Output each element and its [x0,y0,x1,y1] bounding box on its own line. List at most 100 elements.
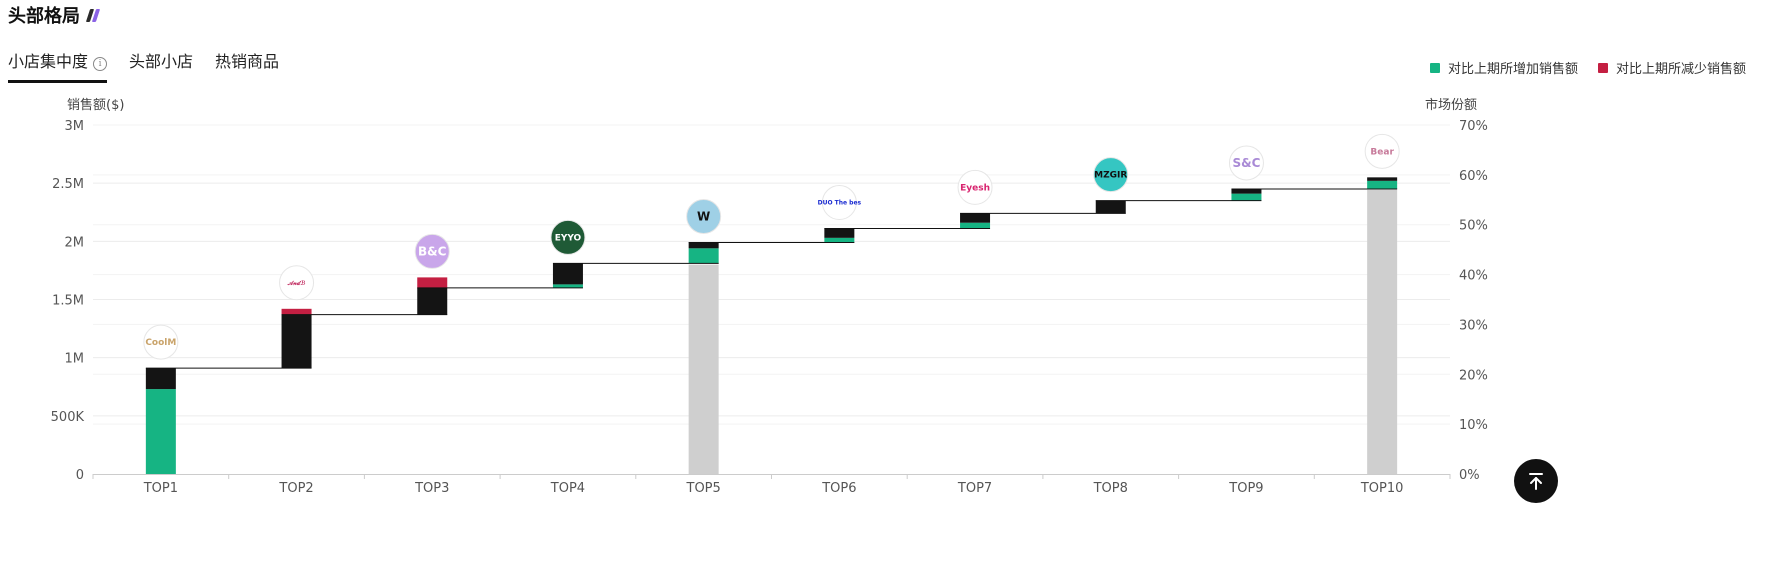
market-share-bar [1367,189,1398,475]
increase-segment [1231,193,1262,201]
sales-segment [1095,200,1126,214]
x-tick-label: TOP6 [821,481,856,496]
shop-logo: MZGIR [1093,157,1129,193]
increase-segment [1367,180,1398,189]
shop-logo: S&C [1228,145,1264,181]
y-right-tick-label: 40% [1459,269,1488,284]
x-axis: TOP1 TOP2 TOP3 TOP4 TOP5 TOP6 TOP7 TOP8 TOP9 TOP1… [92,474,1451,496]
shop-logo: DUO The bes [818,185,862,221]
shop-logo-circle [1228,145,1264,181]
chart-bars [145,177,1398,475]
tab-top-shops[interactable]: 头部小店 [129,48,193,83]
back-to-top-button[interactable] [1514,459,1558,503]
tab-hot-products[interactable]: 热销商品 [215,48,279,83]
shop-logo-circle [686,198,722,234]
shop-logo-circle [1364,133,1400,169]
shop-logo: W [686,198,722,234]
shop-logo-circle [1093,157,1129,193]
tab-bar: 小店集中度 i 头部小店 热销商品 [8,48,301,83]
shop-logo-text: CoolM [145,338,176,348]
shop-logo-circle [957,169,993,205]
y-axis-left-ticks: 0 500K 1M 1.5M 2M 2.5M 3M [51,119,85,483]
sales-segment [1231,188,1262,194]
y-right-tick-label: 60% [1459,169,1488,184]
x-tick-label: TOP8 [1093,481,1128,496]
y-right-tick-label: 10% [1459,418,1488,433]
shop-logo-text: Bear [1370,147,1394,157]
shop-logo: 𝒜𝓃𝒹ℬ [279,265,315,301]
y-left-tick-label: 2.5M [52,177,84,192]
shop-logo: Eyesh [957,169,993,205]
chart-legend: 对比上期所增加销售额 对比上期所减少销售额 [1429,58,1746,77]
shop-logo-text: W [697,209,710,223]
y-right-tick-label: 50% [1459,219,1488,234]
legend-swatch-decrease [1597,62,1608,73]
sales-segment [281,314,312,369]
sales-segment [688,242,719,249]
increase-segment [688,248,719,264]
shop-logo: CoolM [143,324,179,360]
x-tick-label: TOP3 [414,481,449,496]
sales-segment [145,368,176,390]
increase-segment [552,284,583,288]
increase-segment [960,222,991,229]
shop-logo-text: S&C [1232,156,1260,170]
shop-logo-text: 𝒜𝓃𝒹ℬ [287,280,306,287]
shop-logo-text: B&C [418,244,447,258]
shop-logo: B&C [414,233,450,269]
y-axis-right-ticks: 0% 10% 20% 30% 40% 50% 60% 70% [1459,119,1488,483]
tab-label: 热销商品 [215,52,280,71]
y-left-tick-label: 500K [51,410,85,425]
legend-item-increase[interactable]: 对比上期所增加销售额 [1429,58,1578,77]
chart-grid [93,124,1450,425]
increase-segment [145,389,176,474]
decrease-segment [417,277,448,288]
shop-logo: Bear [1364,133,1400,169]
legend-swatch-increase [1429,62,1440,73]
y-axis-right-title: 市场份额 [1425,98,1478,113]
legend-item-decrease[interactable]: 对比上期所减少销售额 [1597,58,1746,77]
shop-logo-text: MZGIR [1094,171,1127,181]
shop-logo-text: Eyesh [960,183,990,193]
decrease-segment [281,308,312,315]
increase-segment [824,237,855,243]
tab-label: 小店集中度 [8,52,89,71]
y-left-tick-label: 2M [65,235,85,250]
shop-logo-circle [414,233,450,269]
sales-segment [824,228,855,238]
y-right-tick-label: 70% [1459,119,1488,134]
x-tick-label: TOP4 [550,481,585,496]
y-left-tick-label: 3M [65,119,85,134]
tab-shop-concentration[interactable]: 小店集中度 i [8,48,108,83]
y-left-tick-label: 1.5M [52,294,84,309]
x-tick-label: TOP7 [957,481,992,496]
shop-logo-text: EYYO [555,233,582,243]
legend-label-increase: 对比上期所增加销售额 [1447,62,1578,77]
section-title-text: 头部格局 [8,6,80,27]
shop-logo: EYYO [550,219,586,255]
shop-logo-circle [550,219,586,255]
y-right-tick-label: 20% [1459,368,1488,383]
x-tick-label: TOP9 [1228,481,1263,496]
sales-segment [552,263,583,285]
x-tick-label: TOP1 [143,481,178,496]
chart-connectors [145,188,1398,369]
sales-segment [417,287,448,315]
sales-segment [960,213,991,223]
x-tick-label: TOP2 [278,481,313,496]
y-left-tick-label: 0 [76,468,84,483]
y-axis-left-title: 销售额($) [67,98,125,113]
x-tick-label: TOP10 [1360,481,1404,496]
market-share-bar [688,264,719,474]
y-right-tick-label: 30% [1459,318,1488,333]
x-tick-label: TOP5 [686,481,721,496]
shop-logo-text: DUO The bes [818,200,862,207]
sales-segment [1367,177,1398,181]
info-icon[interactable]: i [93,57,108,71]
shop-logo-circle [821,185,857,221]
shop-logos: CoolM 𝒜𝓃𝒹ℬ B&C EYYO W DUO The bes Eyesh MZGIR S&… [143,133,1400,360]
section-title: 头部格局 [8,2,101,28]
y-right-tick-label: 0% [1459,468,1480,483]
shop-logo-circle [279,265,315,301]
